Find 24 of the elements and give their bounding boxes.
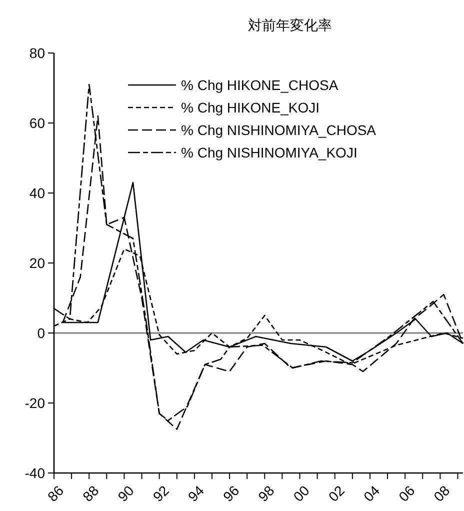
legend-label: % Chg NISHINOMIYA_KOJI bbox=[181, 144, 358, 160]
xtick: 88 bbox=[79, 482, 102, 505]
ytick: 20 bbox=[29, 255, 45, 271]
xtick: 98 bbox=[254, 482, 278, 505]
ytick: 40 bbox=[29, 185, 45, 201]
xtick: 08 bbox=[430, 482, 453, 505]
ytick: -20 bbox=[24, 395, 45, 411]
xtick: 02 bbox=[325, 482, 348, 505]
ytick: -40 bbox=[24, 465, 45, 481]
title: 対前年変化率 bbox=[248, 17, 332, 33]
xtick: 06 bbox=[395, 482, 418, 505]
ytick: 80 bbox=[29, 45, 45, 61]
xtick: 04 bbox=[360, 482, 383, 505]
ytick: 0 bbox=[37, 325, 45, 341]
legend-label: % Chg HIKONE_KOJI bbox=[181, 100, 320, 116]
xtick: 90 bbox=[114, 482, 137, 505]
ytick: 60 bbox=[29, 115, 45, 131]
xtick: 00 bbox=[290, 482, 312, 505]
xtick: 92 bbox=[150, 482, 172, 505]
xtick: 86 bbox=[44, 482, 67, 505]
xtick: 96 bbox=[220, 482, 242, 505]
xtick: 94 bbox=[184, 482, 208, 505]
legend-label: % Chg NISHINOMIYA_CHOSA bbox=[181, 122, 376, 138]
legend-label: % Chg HIKONE_CHOSA bbox=[181, 77, 338, 93]
